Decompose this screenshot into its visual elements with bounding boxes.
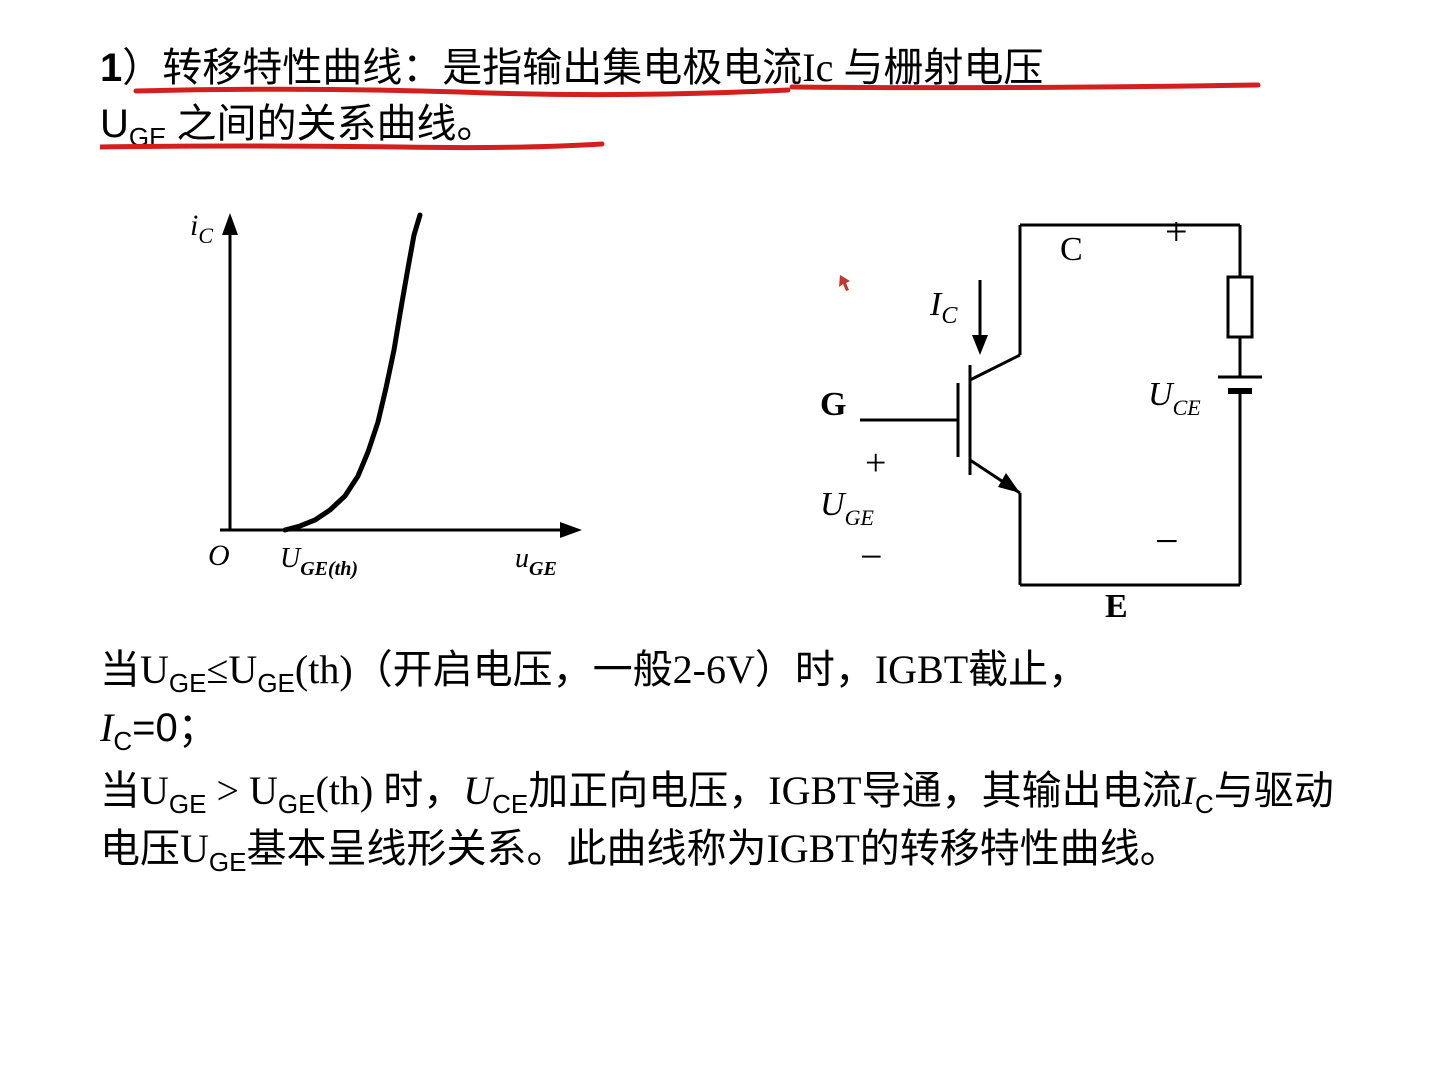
p1-sub1: GE xyxy=(169,668,207,698)
heading-uge-sub: GE xyxy=(129,122,167,152)
svg-text:UGE(th): UGE(th) xyxy=(280,543,358,580)
heading-rest1: 是指输出集电极电流Ic 与栅射电压 xyxy=(442,45,1043,90)
p1-d: I xyxy=(100,705,113,750)
svg-text:UGE: UGE xyxy=(820,486,874,530)
threshold-label-sub: GE(th) xyxy=(300,558,358,580)
p2-d: U xyxy=(463,768,492,813)
p2-sub3: CE xyxy=(492,789,528,819)
heading-rest2: 之间的关系曲线。 xyxy=(166,101,496,146)
heading: 1）转移特性曲线：是指输出集电极电流Ic 与栅射电压 UGE 之间的关系曲线。 xyxy=(100,40,1350,155)
collector-label: C xyxy=(1060,231,1083,268)
p2-b: > U xyxy=(206,768,277,813)
slide-page: 1）转移特性曲线：是指输出集电极电流Ic 与栅射电压 UGE 之间的关系曲线。 xyxy=(0,0,1440,1080)
cursor-artifact xyxy=(839,275,850,291)
circuit-svg: C + IC G + UGE − UCE − E xyxy=(710,185,1350,625)
p2-sub2: GE xyxy=(278,789,316,819)
p1-a: 当U xyxy=(100,647,169,692)
heading-paren: ） xyxy=(122,45,162,90)
p1-b: ≤U xyxy=(206,647,257,692)
minus-ce: − xyxy=(1155,519,1179,565)
p2-sub4: C xyxy=(1195,789,1214,819)
heading-term: 转移特性曲线： xyxy=(162,45,442,90)
p2-sub1: GE xyxy=(169,789,207,819)
gate-label: G xyxy=(820,386,846,423)
plus-top: + xyxy=(1165,209,1188,254)
p2-c: (th) 时， xyxy=(316,768,464,813)
figures-row: iC O UGE(th) uGE xyxy=(100,185,1350,625)
p2-e: 加正向电压，IGBT导通，其输出电流 xyxy=(528,768,1181,813)
p2-h: 基本呈线形关系。此曲线称为IGBT的转移特性曲线。 xyxy=(246,826,1179,871)
x-axis-label-sub: GE xyxy=(529,558,557,580)
threshold-label: U xyxy=(280,543,302,574)
p2-f: I xyxy=(1182,768,1195,813)
plus-ge: + xyxy=(865,442,886,484)
paragraph-1: 当UGE≤UGE(th)（开启电压，一般2-6V）时，IGBT截止， IC=0； xyxy=(100,643,1350,759)
transfer-curve-svg: iC O UGE(th) uGE xyxy=(100,185,620,605)
svg-text:uGE: uGE xyxy=(515,543,557,580)
origin-label: O xyxy=(208,539,230,572)
transfer-curve-chart: iC O UGE(th) uGE xyxy=(100,185,700,625)
minus-ge: − xyxy=(860,534,883,579)
p1-sub2: GE xyxy=(257,668,295,698)
y-axis-label: i xyxy=(190,209,198,242)
ic-label-sub: C xyxy=(941,303,958,329)
x-axis-label: u xyxy=(515,543,529,574)
svg-text:UCE: UCE xyxy=(1148,376,1201,420)
svg-text:IC: IC xyxy=(929,286,958,329)
uce-label-sub: CE xyxy=(1173,395,1202,420)
uce-label: U xyxy=(1148,376,1175,413)
y-axis-label-sub: C xyxy=(198,223,213,248)
p1-e: =0； xyxy=(132,706,218,750)
uge-label: U xyxy=(820,486,847,523)
heading-number: 1 xyxy=(100,46,122,90)
p2-sub5: GE xyxy=(209,847,247,877)
p1-sub3: C xyxy=(113,726,132,756)
heading-uge-u: U xyxy=(100,102,129,146)
p1-c: (th)（开启电压，一般2-6V）时，IGBT截止， xyxy=(295,647,1088,692)
p2-a: 当U xyxy=(100,768,169,813)
svg-text:iC: iC xyxy=(190,209,213,248)
uge-label-sub: GE xyxy=(845,505,875,530)
emitter-label: E xyxy=(1105,588,1128,625)
paragraph-2: 当UGE > UGE(th) 时，UCE加正向电压，IGBT导通，其输出电流IC… xyxy=(100,764,1350,880)
igbt-circuit-diagram: C + IC G + UGE − UCE − E xyxy=(710,185,1350,625)
